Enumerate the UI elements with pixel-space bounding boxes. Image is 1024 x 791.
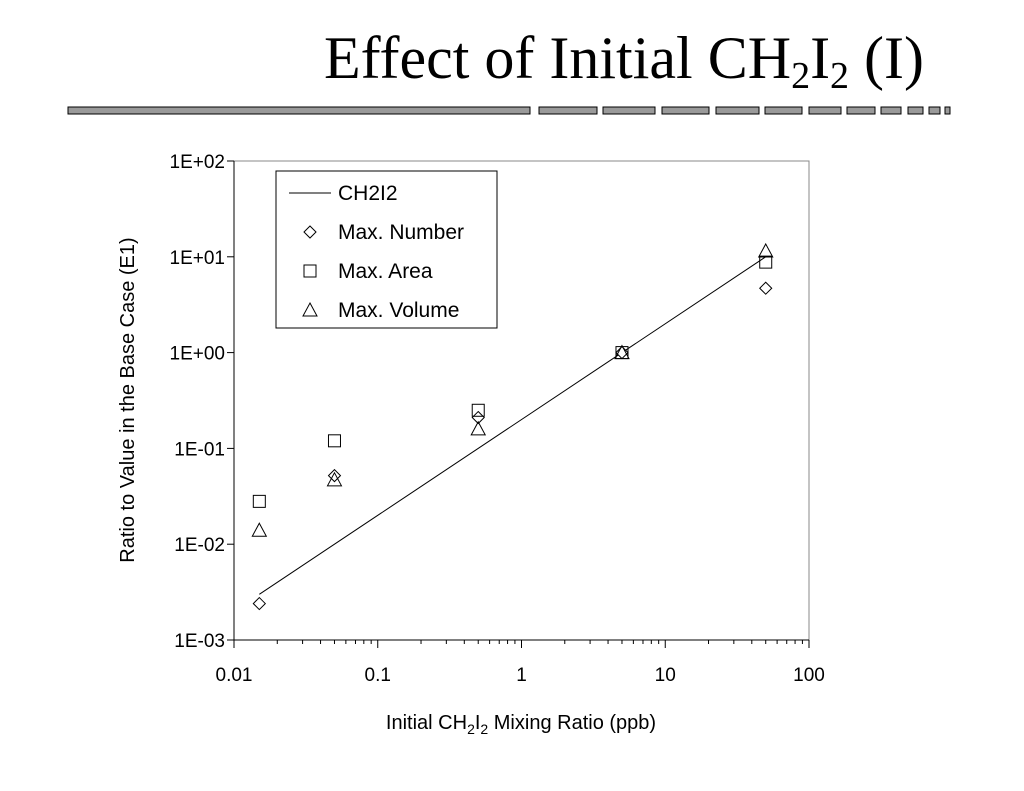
y-tick-label: 1E+01 — [170, 248, 225, 269]
rule-segment — [928, 106, 941, 115]
rule-segment — [880, 106, 902, 115]
title-subscript-2: 2 — [830, 55, 850, 97]
y-tick-label: 1E-03 — [174, 631, 225, 652]
legend: CH2I2 Max. Number Max. Area Max. Volume — [275, 170, 498, 329]
y-tick-label: 1E+00 — [170, 344, 225, 365]
legend-label: Max. Volume — [338, 299, 459, 322]
data-series — [251, 242, 774, 611]
title-divider-rule — [67, 106, 951, 115]
series-line — [259, 256, 767, 595]
rule-segment — [907, 106, 924, 115]
x-tick-label: 1 — [516, 665, 527, 686]
legend-swatch-triangle — [302, 301, 318, 317]
x-tick-label: 100 — [793, 665, 825, 686]
rule-segment — [67, 106, 531, 115]
data-point-triangle — [251, 522, 268, 537]
x-minor-ticks — [276, 640, 803, 644]
slide-title: Effect of Initial CH2I2 (I) — [323, 25, 924, 95]
data-point-diamond — [759, 281, 773, 295]
x-axis-title: Initial CH2I2 Mixing Ratio (ppb) — [386, 712, 656, 737]
data-point-triangle — [757, 242, 774, 258]
legend-label: CH2I2 — [338, 182, 398, 205]
x-axis-ticks: 0.01 0.1 1 10 100 — [216, 640, 825, 686]
x-tick-label: 10 — [655, 665, 676, 686]
data-point-triangle — [614, 344, 630, 360]
data-point-diamond — [252, 596, 267, 611]
title-subscript-1: 2 — [791, 55, 811, 97]
legend-label: Max. Number — [338, 221, 464, 244]
series-line — [259, 256, 767, 595]
legend-swatch-square — [303, 264, 317, 278]
rule-segment — [715, 106, 760, 115]
rule-segment — [764, 106, 803, 115]
series-square — [252, 255, 773, 508]
data-point-triangle — [326, 471, 343, 487]
rule-segment — [602, 106, 656, 115]
x-tick-label: 0.01 — [216, 665, 253, 686]
series-triangle — [251, 242, 774, 537]
rule-segment — [846, 106, 876, 115]
legend-frame — [275, 170, 498, 329]
x-tick-label: 0.1 — [365, 665, 391, 686]
data-point-square — [759, 255, 773, 269]
data-point-square — [252, 494, 266, 508]
y-tick-label: 1E+02 — [170, 152, 225, 173]
title-text-c: (I) — [849, 25, 924, 91]
title-text-b: I — [810, 25, 831, 91]
y-tick-label: 1E-01 — [174, 439, 225, 460]
rule-segment — [944, 106, 951, 115]
y-axis-title: Ratio to Value in the Base Case (E1) — [117, 237, 139, 562]
title-text-a: Effect of Initial CH — [323, 25, 792, 91]
rule-segment — [661, 106, 710, 115]
y-tick-label: 1E-02 — [174, 535, 225, 556]
rule-segment — [538, 106, 598, 115]
y-axis-ticks: 1E-03 1E-02 1E-01 1E+00 1E+01 1E+02 — [170, 152, 234, 652]
legend-swatch-diamond — [303, 225, 317, 239]
data-point-triangle — [470, 420, 487, 436]
legend-label: Max. Area — [338, 260, 433, 283]
data-point-square — [471, 403, 485, 417]
data-point-square — [327, 434, 341, 448]
rule-segment — [808, 106, 842, 115]
data-point-diamond — [471, 410, 485, 425]
series-diamond — [252, 281, 773, 611]
